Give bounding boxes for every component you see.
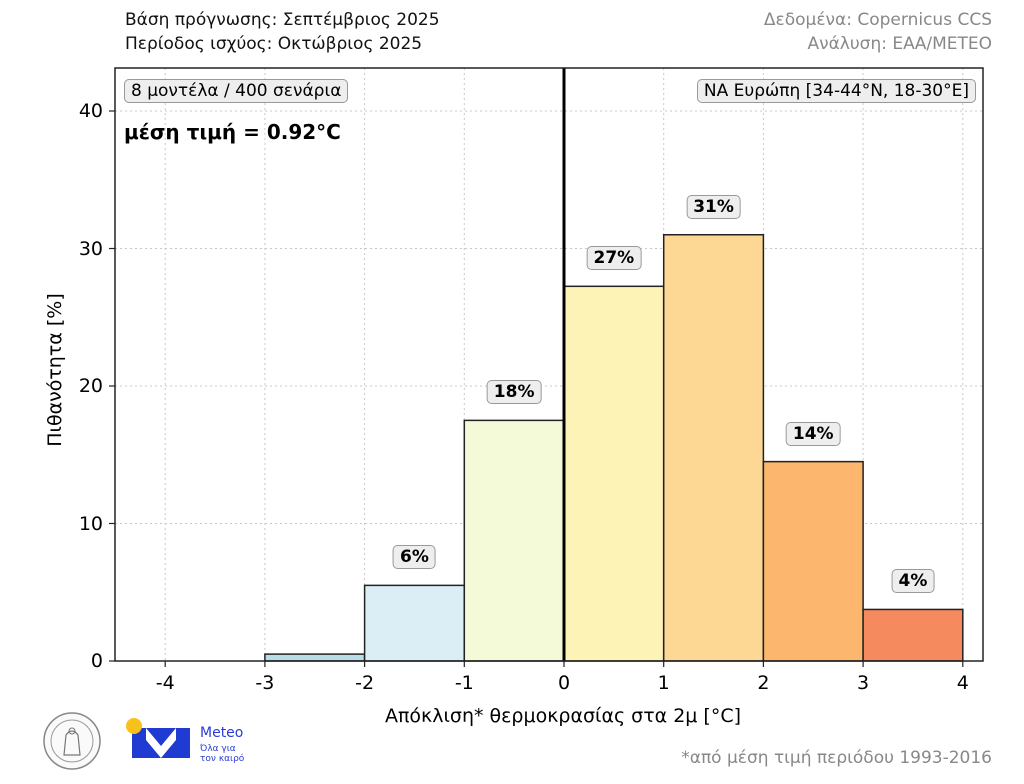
y-tick-label: 10 — [78, 512, 103, 535]
data-source: Δεδομένα: Copernicus CCS — [763, 10, 992, 30]
x-tick-label: -2 — [355, 672, 375, 694]
y-tick-label: 0 — [90, 650, 103, 672]
source-info: Δεδομένα: Copernicus CCS Ανάλυση: ΕΑΑ/ME… — [764, 8, 992, 56]
x-tick-label: 1 — [657, 672, 670, 694]
forecast-info: Βάση πρόγνωσης: Σεπτέμβριος 2025 Περίοδο… — [125, 8, 440, 56]
x-tick-label: 3 — [857, 672, 870, 694]
percent-label: 6% — [393, 545, 436, 570]
x-tick-label: -1 — [454, 672, 474, 694]
forecast-base: Βάση πρόγνωσης: Σεπτέμβριος 2025 — [125, 10, 440, 30]
y-tick-label: 30 — [78, 237, 103, 260]
histogram-bar — [363, 584, 466, 662]
histogram-bar — [264, 653, 366, 662]
region-label: ΝΑ Ευρώπη [34-44°N, 18-30°E] — [696, 79, 976, 103]
y-axis-label: Πιθανότητα [%] — [44, 293, 66, 447]
ensemble-label: 8 μοντέλα / 400 σενάρια — [124, 79, 349, 103]
meteo-tagline: Όλα για τον καιρό — [200, 744, 245, 764]
percent-label: 14% — [785, 421, 841, 446]
analysis-credit: Ανάλυση: ΕΑΑ/METEO — [807, 34, 992, 54]
percent-label: 31% — [686, 194, 741, 219]
observatory-seal-icon — [43, 712, 101, 770]
y-tick-label: 20 — [78, 375, 103, 397]
plot-frame — [114, 67, 984, 662]
footnote: *από μέση τιμή περιόδου 1993-2016 — [681, 748, 992, 768]
histogram-bar — [862, 608, 964, 662]
percent-label: 18% — [486, 380, 542, 405]
histogram-bar — [563, 285, 665, 662]
x-tick-label: -3 — [255, 672, 275, 694]
x-tick-label: 4 — [956, 672, 969, 694]
y-tick-label: 40 — [78, 100, 103, 122]
x-axis-label: Απόκλιση* θερμοκρασίας στα 2μ [°C] — [384, 705, 742, 727]
histogram-bar — [762, 460, 864, 662]
validity-period: Περίοδος ισχύος: Οκτώβριος 2025 — [125, 34, 423, 54]
meteo-brand: Meteo — [200, 725, 244, 741]
mean-value: μέση τιμή = 0.92°C — [124, 120, 341, 144]
x-tick-label: 2 — [757, 672, 770, 694]
x-tick-label: 0 — [557, 672, 571, 694]
percent-label: 4% — [891, 569, 935, 594]
percent-label: 27% — [586, 246, 642, 271]
histogram-bar — [463, 419, 565, 662]
x-tick-label: -4 — [155, 672, 175, 694]
meteo-logo-icon — [126, 718, 190, 758]
histogram-bar — [662, 234, 765, 662]
